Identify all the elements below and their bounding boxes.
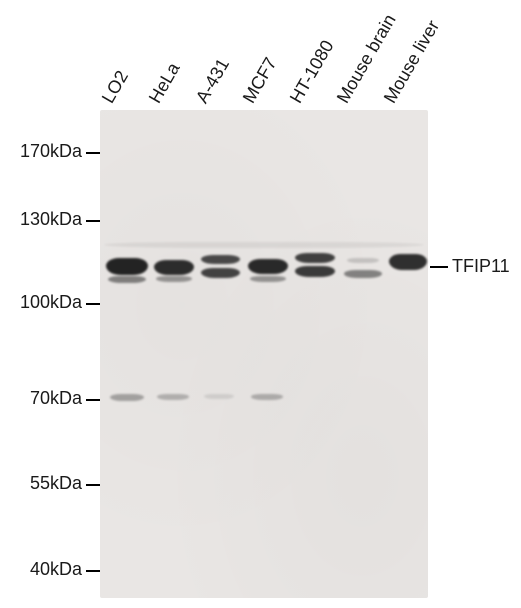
blot-band (389, 254, 427, 270)
blot-band (201, 255, 240, 264)
target-label: TFIP11 (452, 256, 510, 277)
mw-marker-tick (86, 484, 100, 486)
lane-label: HT-1080 (286, 37, 339, 107)
blot-band (108, 276, 146, 283)
blot-band (248, 259, 288, 274)
mw-marker-tick (86, 220, 100, 222)
blot-band (295, 253, 335, 263)
blot-band (344, 270, 382, 278)
blot-figure: 170kDa 130kDa 100kDa 70kDa 55kDa 40kDa LO2 HeL… (0, 0, 521, 608)
mw-marker-label: 170kDa (2, 141, 82, 162)
blot-band (156, 276, 192, 282)
mw-marker-tick (86, 303, 100, 305)
blot-band (157, 394, 189, 400)
lane-label: MCF7 (239, 54, 282, 107)
blot-band (295, 266, 335, 277)
mw-marker-tick (86, 570, 100, 572)
blot-band (106, 258, 148, 275)
target-tick (430, 266, 448, 268)
mw-marker-label: 70kDa (2, 388, 82, 409)
mw-marker-label: 100kDa (2, 292, 82, 313)
mw-marker-tick (86, 399, 100, 401)
blot-band (204, 394, 234, 399)
blot-band (201, 268, 240, 278)
lane-label: HeLa (145, 59, 185, 107)
blot-membrane (100, 110, 428, 598)
mw-marker-tick (86, 152, 100, 154)
mw-marker-label: 130kDa (2, 209, 82, 230)
blot-band (104, 242, 424, 248)
blot-band (154, 260, 194, 275)
mw-marker-label: 40kDa (2, 559, 82, 580)
lane-label: A-431 (192, 55, 234, 107)
blot-band (347, 258, 379, 263)
lane-label: LO2 (98, 67, 133, 107)
blot-band (110, 394, 144, 401)
blot-band (250, 276, 286, 282)
blot-band (251, 394, 283, 400)
mw-marker-label: 55kDa (2, 473, 82, 494)
